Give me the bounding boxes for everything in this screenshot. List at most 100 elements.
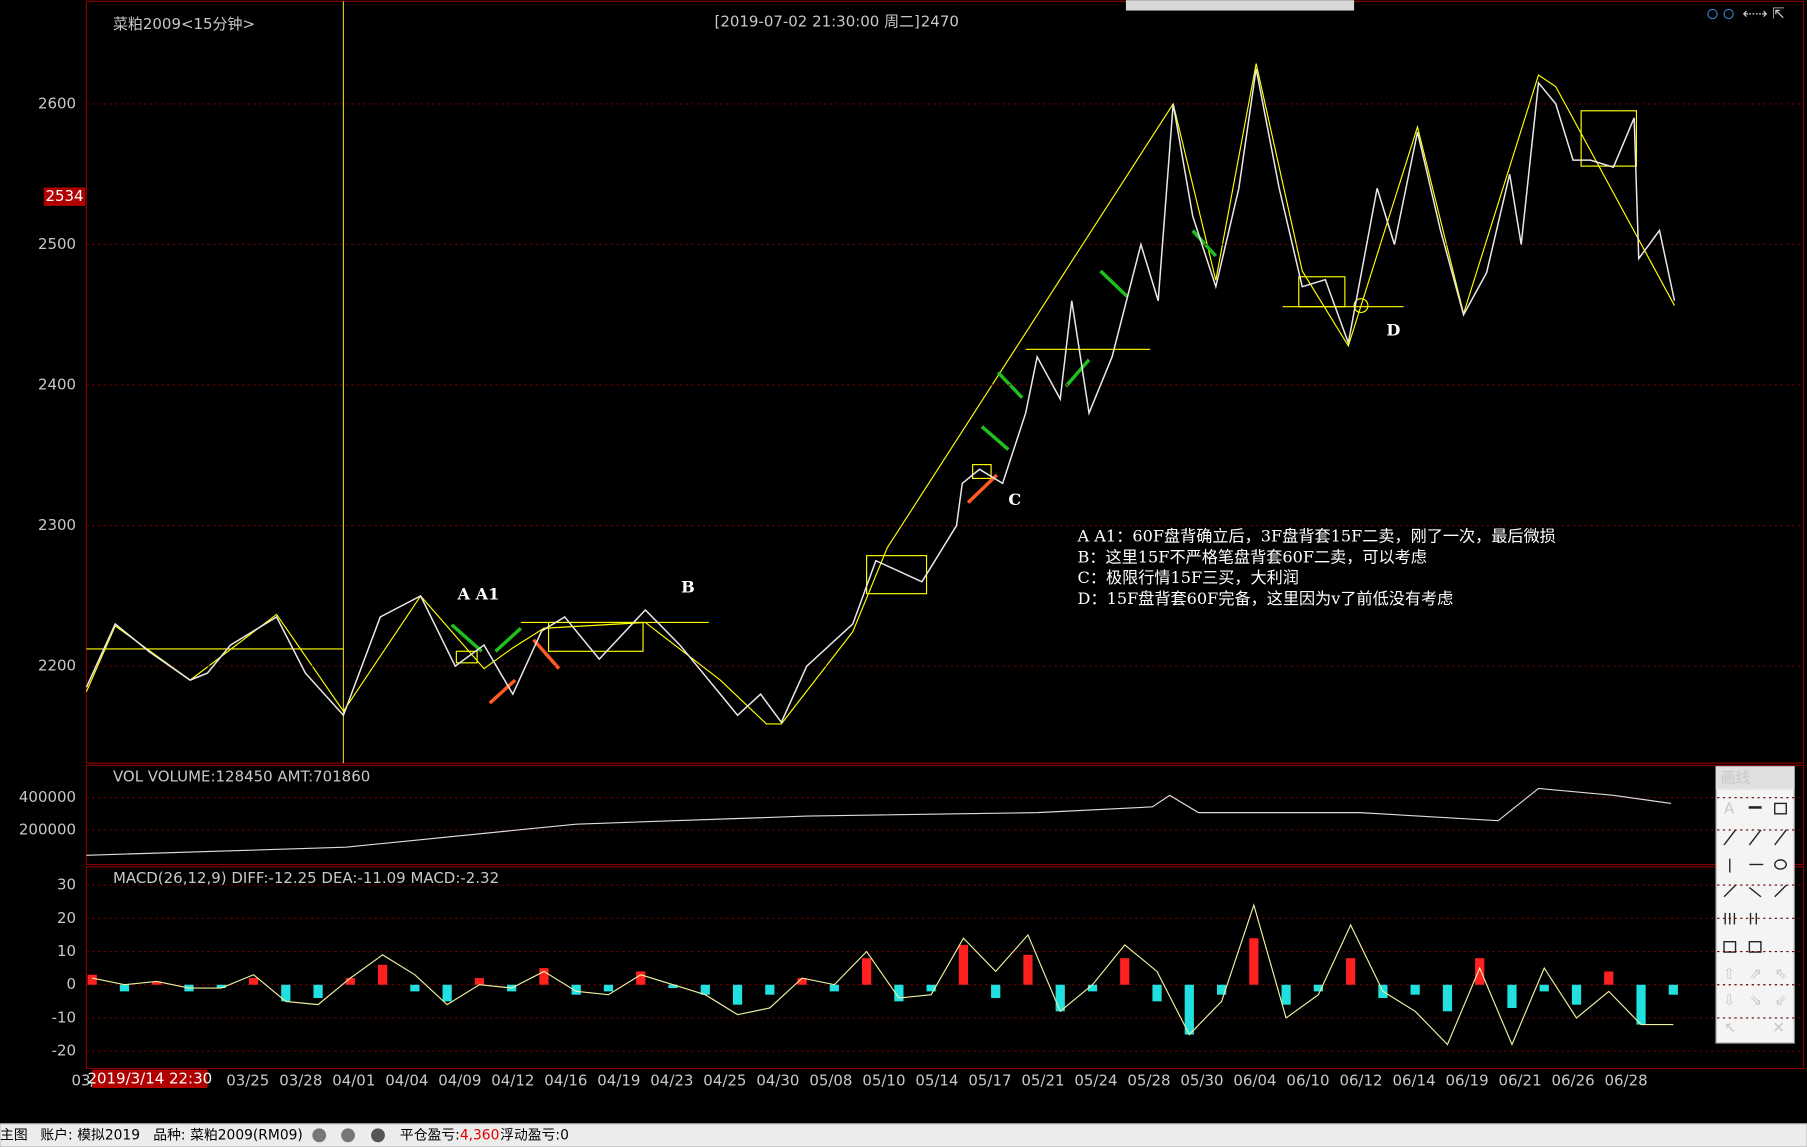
settings-button[interactable]: [371, 1128, 385, 1143]
svg-text:⇘: ⇘: [1749, 991, 1762, 1009]
macd-bar: [765, 984, 775, 995]
x-tick-label: 05/08: [809, 1072, 852, 1090]
macd-bar: [829, 984, 839, 992]
macd-bar: [1055, 984, 1065, 1012]
x-tick-label: 03/28: [279, 1072, 322, 1090]
macd-header: MACD(26,12,9) DIFF:-12.25 DEA:-11.09 MAC…: [113, 869, 499, 887]
macd-bar: [797, 978, 807, 985]
macd-bar: [410, 984, 420, 992]
x-tick-label: 06/19: [1445, 1072, 1488, 1090]
macd-bar: [119, 984, 130, 992]
account-label: 账户:: [40, 1126, 72, 1143]
macd-bar: [1507, 984, 1517, 1008]
current-price-box: [43, 187, 86, 206]
y-tick-label: -10: [52, 1008, 76, 1026]
macd-bar: [1346, 958, 1356, 985]
x-tick-label: 03/: [71, 1072, 96, 1090]
x-tick-label: 05/10: [862, 1072, 905, 1090]
x-tick-label: 05/28: [1127, 1072, 1170, 1090]
y-tick-label: 2600: [38, 94, 76, 112]
macd-bar: [539, 968, 549, 985]
annotation-note: B：这里15F不严格笔盘背套60F二卖，可以考虑: [1078, 547, 1427, 566]
x-tick-label: 04/19: [597, 1072, 640, 1090]
symbol-label: 品种:: [153, 1127, 185, 1143]
float-pl-value: 0: [560, 1127, 569, 1143]
x-tick-label: 04/09: [438, 1072, 481, 1090]
top-toolbar: [1125, 0, 1355, 11]
y-tick-label: 2200: [38, 657, 76, 675]
y-tick-label: 10: [57, 942, 76, 960]
x-tick-label: 04/16: [544, 1072, 587, 1090]
view-label[interactable]: 主图: [0, 1127, 28, 1143]
annotation-label: D: [1386, 320, 1400, 339]
svg-text:↖: ↖: [1724, 1019, 1737, 1037]
macd-bar: [1152, 984, 1162, 1002]
macd-bar: [1475, 958, 1485, 985]
x-tick-label: 06/12: [1339, 1072, 1382, 1090]
macd-bar: [474, 978, 485, 985]
x-tick-label: 05/17: [968, 1072, 1011, 1090]
closed-pl-label: 平仓盈亏:: [400, 1127, 460, 1143]
cursor-info: [2019-07-02 21:30:00 周二]: [715, 13, 920, 31]
x-tick-label: 06/21: [1498, 1072, 1541, 1090]
draw-toolbar[interactable]: 画线 A ⇧ ⇗ ⇖ ⇩ ⇘ ⇙ ↖ ✕: [1715, 765, 1795, 1044]
macd-bar: [442, 984, 452, 1002]
x-tick-label: 06/14: [1392, 1072, 1435, 1090]
x-tick-label: 04/23: [650, 1072, 693, 1090]
closed-pl-value: 4,360: [460, 1127, 500, 1143]
macd-bar: [1023, 954, 1033, 985]
x-tick-label: 06/28: [1604, 1072, 1647, 1090]
macd-bar: [281, 984, 291, 1002]
macd-bar: [1184, 984, 1194, 1035]
annotation-label: C: [1008, 490, 1021, 509]
x-tick-label: 06/26: [1551, 1072, 1594, 1090]
y-tick-label: 2400: [38, 376, 76, 394]
chart-title: 菜粕2009<15分钟>: [113, 15, 255, 33]
macd-bar: [1604, 971, 1614, 985]
annotation-label: B: [681, 577, 695, 596]
svg-text:⇗: ⇗: [1749, 964, 1762, 982]
panel-frames: [85, 0, 1805, 1070]
macd-bar: [603, 984, 614, 992]
macd-bar: [1087, 984, 1098, 992]
zoom-icons[interactable]: ⇠⇢ ⇱: [1707, 4, 1785, 22]
macd-bar: [1313, 984, 1323, 992]
x-tick-label: 05/24: [1074, 1072, 1117, 1090]
macd-bar: [991, 984, 1001, 999]
macd-bar: [958, 944, 969, 985]
account-value[interactable]: 模拟2019: [77, 1127, 140, 1143]
svg-text:⇧: ⇧: [1723, 964, 1736, 982]
macd-bar: [1216, 984, 1227, 995]
macd-bar: [1636, 984, 1646, 1025]
symbol-value[interactable]: 菜粕2009(RM09): [190, 1127, 303, 1143]
diff-line: [92, 903, 1674, 1046]
svg-text:⇖: ⇖: [1775, 964, 1788, 982]
macd-bar: [1410, 984, 1420, 995]
current-price-label: 2534: [45, 187, 83, 205]
macd-bar: [345, 978, 355, 985]
y-tick-label: 400000: [19, 788, 76, 806]
y-tick-label: 0: [67, 975, 77, 993]
status-bar: 主图 账户: 模拟2019 品种: 菜粕2009(RM09) 平仓盈亏: 4,3…: [0, 1123, 1807, 1147]
volume-header: VOL VOLUME:128450 AMT:701860: [113, 767, 370, 785]
macd-bar: [862, 958, 872, 985]
macd-bar: [1668, 984, 1678, 995]
macd-bar: [926, 984, 936, 992]
volume-line: [86, 787, 1672, 856]
svg-text:⇙: ⇙: [1775, 991, 1788, 1009]
macd-bar: [377, 964, 388, 985]
x-tick-label: 06/10: [1286, 1072, 1329, 1090]
x-tick-label: 04/01: [332, 1072, 375, 1090]
macd-bar: [894, 984, 904, 1002]
zoom-in-button[interactable]: [341, 1128, 355, 1143]
toolbar-title: 画线: [1721, 769, 1751, 787]
cursor-price: 2470: [921, 13, 959, 31]
x-tick-label: 05/14: [915, 1072, 958, 1090]
y-tick-label: 2300: [38, 516, 76, 534]
zoom-out-button[interactable]: [312, 1128, 327, 1143]
price-line: [85, 68, 1676, 724]
arrows: [450, 229, 1218, 705]
y-tick-label: 30: [57, 876, 76, 894]
